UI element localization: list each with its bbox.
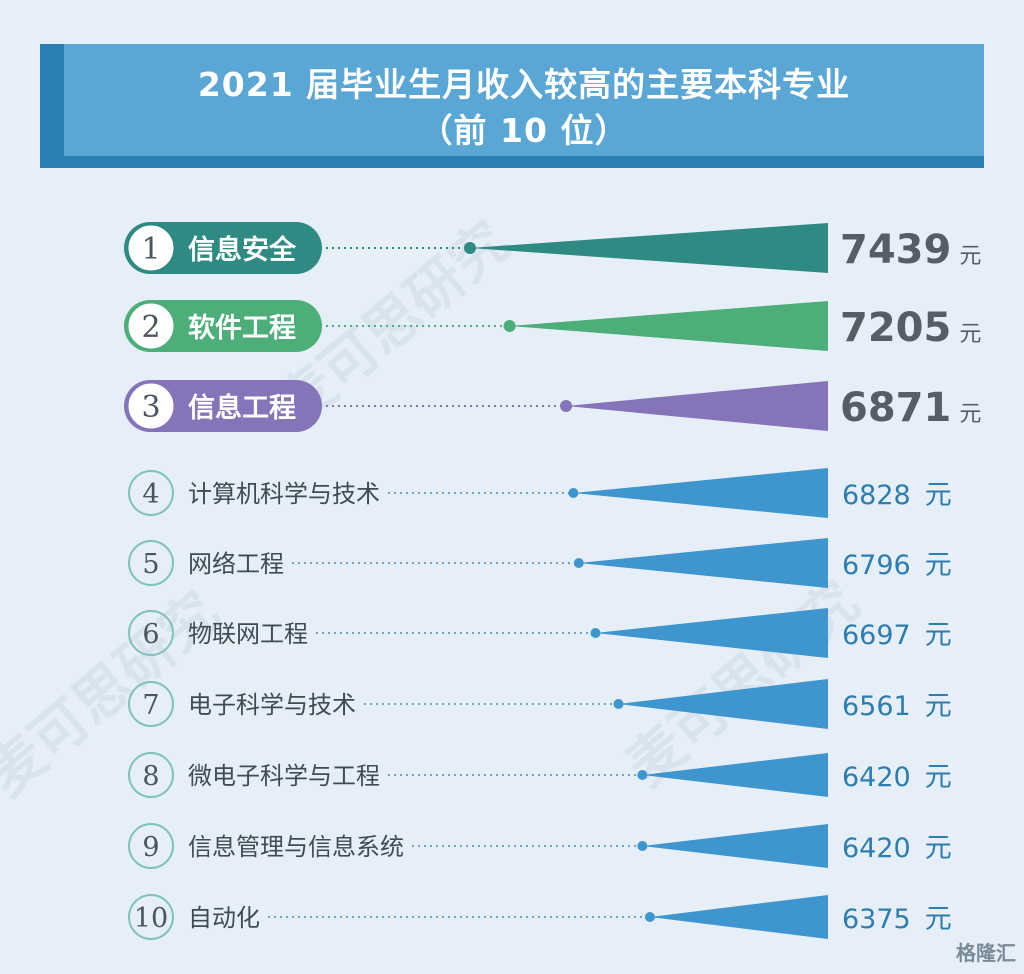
rank-circle bbox=[128, 540, 174, 586]
rank-badge bbox=[124, 380, 322, 432]
rank-number: 4 bbox=[142, 479, 159, 510]
wedge-start-dot bbox=[568, 488, 579, 498]
unit-label: 元 bbox=[925, 550, 952, 581]
rank-circle bbox=[128, 610, 174, 656]
unit-label: 元 bbox=[925, 480, 952, 511]
rank-circle bbox=[128, 823, 174, 869]
rank-circle bbox=[125, 222, 177, 274]
category-label: 微电子科学与工程 bbox=[188, 762, 380, 790]
rank-number: 2 bbox=[141, 310, 160, 345]
value-wedge bbox=[618, 679, 828, 729]
unit-label: 元 bbox=[925, 691, 952, 722]
wedge-start-dot bbox=[645, 912, 655, 922]
watermark-logo: 格隆汇 bbox=[956, 941, 1016, 965]
value-label: 6796 bbox=[842, 550, 911, 581]
value-label: 6375 bbox=[842, 904, 911, 935]
rank-number: 9 bbox=[142, 832, 159, 863]
unit-label: 元 bbox=[959, 244, 981, 269]
wedge-start-dot bbox=[613, 699, 624, 709]
category-label: 信息安全 bbox=[188, 234, 297, 266]
rank-number: 6 bbox=[142, 619, 159, 650]
category-label: 物联网工程 bbox=[188, 620, 308, 648]
rank-circle bbox=[128, 752, 174, 798]
rank-number: 8 bbox=[142, 761, 159, 792]
value-label: 7205 bbox=[840, 305, 951, 351]
wedge-start-dot bbox=[637, 841, 648, 851]
wedge-start-dot bbox=[590, 628, 601, 638]
value-label: 7439 bbox=[840, 227, 951, 273]
category-label: 电子科学与技术 bbox=[188, 691, 356, 719]
category-label: 信息工程 bbox=[188, 392, 296, 424]
rank-badge bbox=[124, 222, 322, 274]
category-label: 软件工程 bbox=[188, 313, 296, 344]
category-label: 信息管理与信息系统 bbox=[188, 833, 404, 861]
unit-label: 元 bbox=[925, 904, 952, 935]
unit-label: 元 bbox=[959, 402, 981, 427]
value-label: 6561 bbox=[842, 691, 911, 722]
value-wedge bbox=[595, 608, 828, 658]
wedge-start-dot bbox=[637, 770, 648, 780]
value-label: 6697 bbox=[842, 620, 911, 651]
unit-label: 元 bbox=[925, 762, 952, 793]
value-label: 6420 bbox=[842, 833, 911, 864]
value-label: 6828 bbox=[842, 480, 911, 511]
title-box: 2021 届毕业生月收入较高的主要本科专业 （前 10 位） bbox=[64, 44, 984, 156]
value-wedge bbox=[642, 824, 828, 868]
value-wedge bbox=[578, 538, 828, 588]
wedge-start-dot bbox=[503, 320, 516, 332]
value-wedge bbox=[509, 301, 828, 351]
unit-label: 元 bbox=[925, 833, 952, 864]
chart-title: 2021 届毕业生月收入较高的主要本科专业 bbox=[197, 65, 851, 104]
rank-number: 10 bbox=[134, 903, 168, 934]
value-wedge bbox=[470, 223, 828, 273]
rank-circle bbox=[128, 681, 174, 727]
rank-number: 1 bbox=[141, 232, 160, 267]
wedge-start-dot bbox=[573, 558, 584, 568]
rank-number: 3 bbox=[141, 390, 160, 425]
value-label: 6871 bbox=[840, 385, 951, 431]
rank-circle bbox=[125, 380, 177, 432]
wedge-start-dot bbox=[464, 242, 476, 254]
rank-circle bbox=[128, 894, 174, 940]
unit-label: 元 bbox=[959, 322, 981, 347]
wedge-start-dot bbox=[560, 400, 573, 412]
value-wedge bbox=[566, 381, 828, 431]
rank-badge bbox=[124, 300, 322, 352]
rank-number: 7 bbox=[142, 690, 159, 721]
value-wedge bbox=[573, 468, 828, 518]
unit-label: 元 bbox=[925, 620, 952, 651]
category-label: 网络工程 bbox=[188, 550, 284, 578]
category-label: 计算机科学与技术 bbox=[188, 480, 380, 508]
title-banner: 2021 届毕业生月收入较高的主要本科专业 （前 10 位） bbox=[40, 44, 984, 168]
value-wedge bbox=[650, 895, 828, 939]
category-label: 自动化 bbox=[188, 904, 260, 932]
value-label: 6420 bbox=[842, 762, 911, 793]
chart-subtitle: （前 10 位） bbox=[419, 111, 629, 150]
rank-circle bbox=[128, 470, 174, 516]
value-wedge bbox=[642, 753, 828, 797]
rank-circle bbox=[125, 300, 177, 352]
rank-number: 5 bbox=[142, 549, 159, 580]
